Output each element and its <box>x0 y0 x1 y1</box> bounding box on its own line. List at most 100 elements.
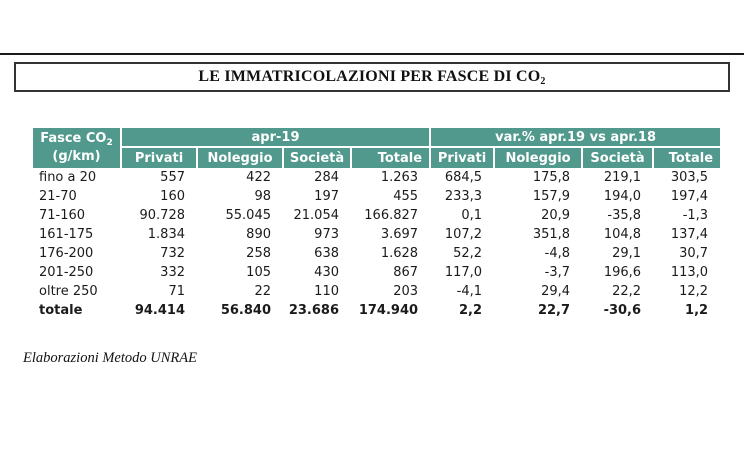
col-header: Noleggio <box>494 147 584 168</box>
cell: 23.686 <box>283 301 351 320</box>
cell: 638 <box>283 244 351 263</box>
cell: 107,2 <box>430 225 495 244</box>
cell: -3,7 <box>494 263 583 282</box>
cell: 194,0 <box>582 187 654 206</box>
cell: 105 <box>197 263 283 282</box>
cell: 20,9 <box>494 206 583 225</box>
cell: 422 <box>197 168 283 187</box>
title-subscript: 2 <box>540 76 546 87</box>
cell: 203 <box>351 282 431 301</box>
cell: 29,4 <box>494 282 583 301</box>
cell: 157,9 <box>494 187 583 206</box>
cell: 332 <box>121 263 197 282</box>
cell: 233,3 <box>430 187 495 206</box>
cell: 732 <box>121 244 197 263</box>
cell: 455 <box>351 187 431 206</box>
cell: 160 <box>121 187 197 206</box>
cell: 166.827 <box>351 206 431 225</box>
col-header: Società <box>582 147 655 168</box>
cell: 117,0 <box>430 263 495 282</box>
cell: 258 <box>197 244 283 263</box>
cell: 98 <box>197 187 283 206</box>
table-row: 161-175 1.834 890 973 3.697 107,2 351,8 104,8 13… <box>33 225 721 244</box>
header-fasce-line1: Fasce CO2 <box>40 131 113 148</box>
cell: -35,8 <box>582 206 654 225</box>
cell: 55.045 <box>197 206 283 225</box>
cell: 1.834 <box>121 225 197 244</box>
cell: 973 <box>283 225 351 244</box>
cell: 1.628 <box>351 244 431 263</box>
table-row: oltre 250 71 22 110 203 -4,1 29,4 22,2 12,2 <box>33 282 721 301</box>
cell: 12,2 <box>653 282 721 301</box>
cell: 1,2 <box>653 301 721 320</box>
row-label: 201-250 <box>33 263 121 282</box>
cell: 104,8 <box>582 225 654 244</box>
row-label: 71-160 <box>33 206 121 225</box>
cell: 110 <box>283 282 351 301</box>
table-row: 71-160 90.728 55.045 21.054 166.827 0,1 20,9 -3… <box>33 206 721 225</box>
cell: 0,1 <box>430 206 495 225</box>
cell: 137,4 <box>653 225 721 244</box>
row-label: 161-175 <box>33 225 121 244</box>
col-header: Totale <box>351 147 432 168</box>
cell: 94.414 <box>121 301 197 320</box>
cell: 2,2 <box>430 301 495 320</box>
cell: 684,5 <box>430 168 495 187</box>
cell: -30,6 <box>582 301 654 320</box>
source-note: Elaborazioni Metodo UNRAE <box>23 350 197 366</box>
cell: 197,4 <box>653 187 721 206</box>
row-label: oltre 250 <box>33 282 121 301</box>
cell: 557 <box>121 168 197 187</box>
col-header: Società <box>283 147 352 168</box>
cell: 90.728 <box>121 206 197 225</box>
cell: 351,8 <box>494 225 583 244</box>
title-box: LE IMMATRICOLAZIONI PER FASCE DI CO2 <box>14 62 730 92</box>
table-row: 201-250 332 105 430 867 117,0 -3,7 196,6 113,0 <box>33 263 721 282</box>
cell: 113,0 <box>653 263 721 282</box>
table-row: fino a 20 557 422 284 1.263 684,5 175,8 219,1 30… <box>33 168 721 187</box>
cell: 197 <box>283 187 351 206</box>
cell: 219,1 <box>582 168 654 187</box>
cell: 21.054 <box>283 206 351 225</box>
cell: 3.697 <box>351 225 431 244</box>
co2-registrations-table: Fasce CO2 (g/km) apr-19 var.% apr.19 vs … <box>33 128 721 320</box>
cell: 52,2 <box>430 244 495 263</box>
cell: -4,8 <box>494 244 583 263</box>
header-group-variation: var.% apr.19 vs apr.18 <box>430 128 721 148</box>
cell: 29,1 <box>582 244 654 263</box>
header-fasce-line2: (g/km) <box>52 149 101 164</box>
cell: 174.940 <box>351 301 431 320</box>
cell: -4,1 <box>430 282 495 301</box>
col-header: Privati <box>121 147 198 168</box>
row-label: totale <box>33 301 121 320</box>
cell: 890 <box>197 225 283 244</box>
cell: 1.263 <box>351 168 431 187</box>
cell: 175,8 <box>494 168 583 187</box>
col-header: Privati <box>430 147 496 168</box>
cell: 22,2 <box>582 282 654 301</box>
cell: 71 <box>121 282 197 301</box>
cell: 284 <box>283 168 351 187</box>
table-row: 21-70 160 98 197 455 233,3 157,9 194,0 197,4 <box>33 187 721 206</box>
cell: 430 <box>283 263 351 282</box>
row-label: 21-70 <box>33 187 121 206</box>
header-group-apr19: apr-19 <box>121 128 432 148</box>
table-row: totale 94.414 56.840 23.686 174.940 2,2 22,7 -3… <box>33 301 721 320</box>
cell: -1,3 <box>653 206 721 225</box>
cell: 867 <box>351 263 431 282</box>
cell: 22,7 <box>494 301 583 320</box>
cell: 22 <box>197 282 283 301</box>
page-title: LE IMMATRICOLAZIONI PER FASCE DI CO2 <box>198 68 546 87</box>
col-header: Noleggio <box>197 147 284 168</box>
header-fasce-co2: Fasce CO2 (g/km) <box>33 128 122 168</box>
col-header: Totale <box>653 147 721 168</box>
top-horizontal-rule <box>0 53 744 55</box>
table-row: 176-200 732 258 638 1.628 52,2 -4,8 29,1 30,7 <box>33 244 721 263</box>
cell: 30,7 <box>653 244 721 263</box>
cell: 303,5 <box>653 168 721 187</box>
row-label: 176-200 <box>33 244 121 263</box>
cell: 196,6 <box>582 263 654 282</box>
row-label: fino a 20 <box>33 168 121 187</box>
cell: 56.840 <box>197 301 283 320</box>
